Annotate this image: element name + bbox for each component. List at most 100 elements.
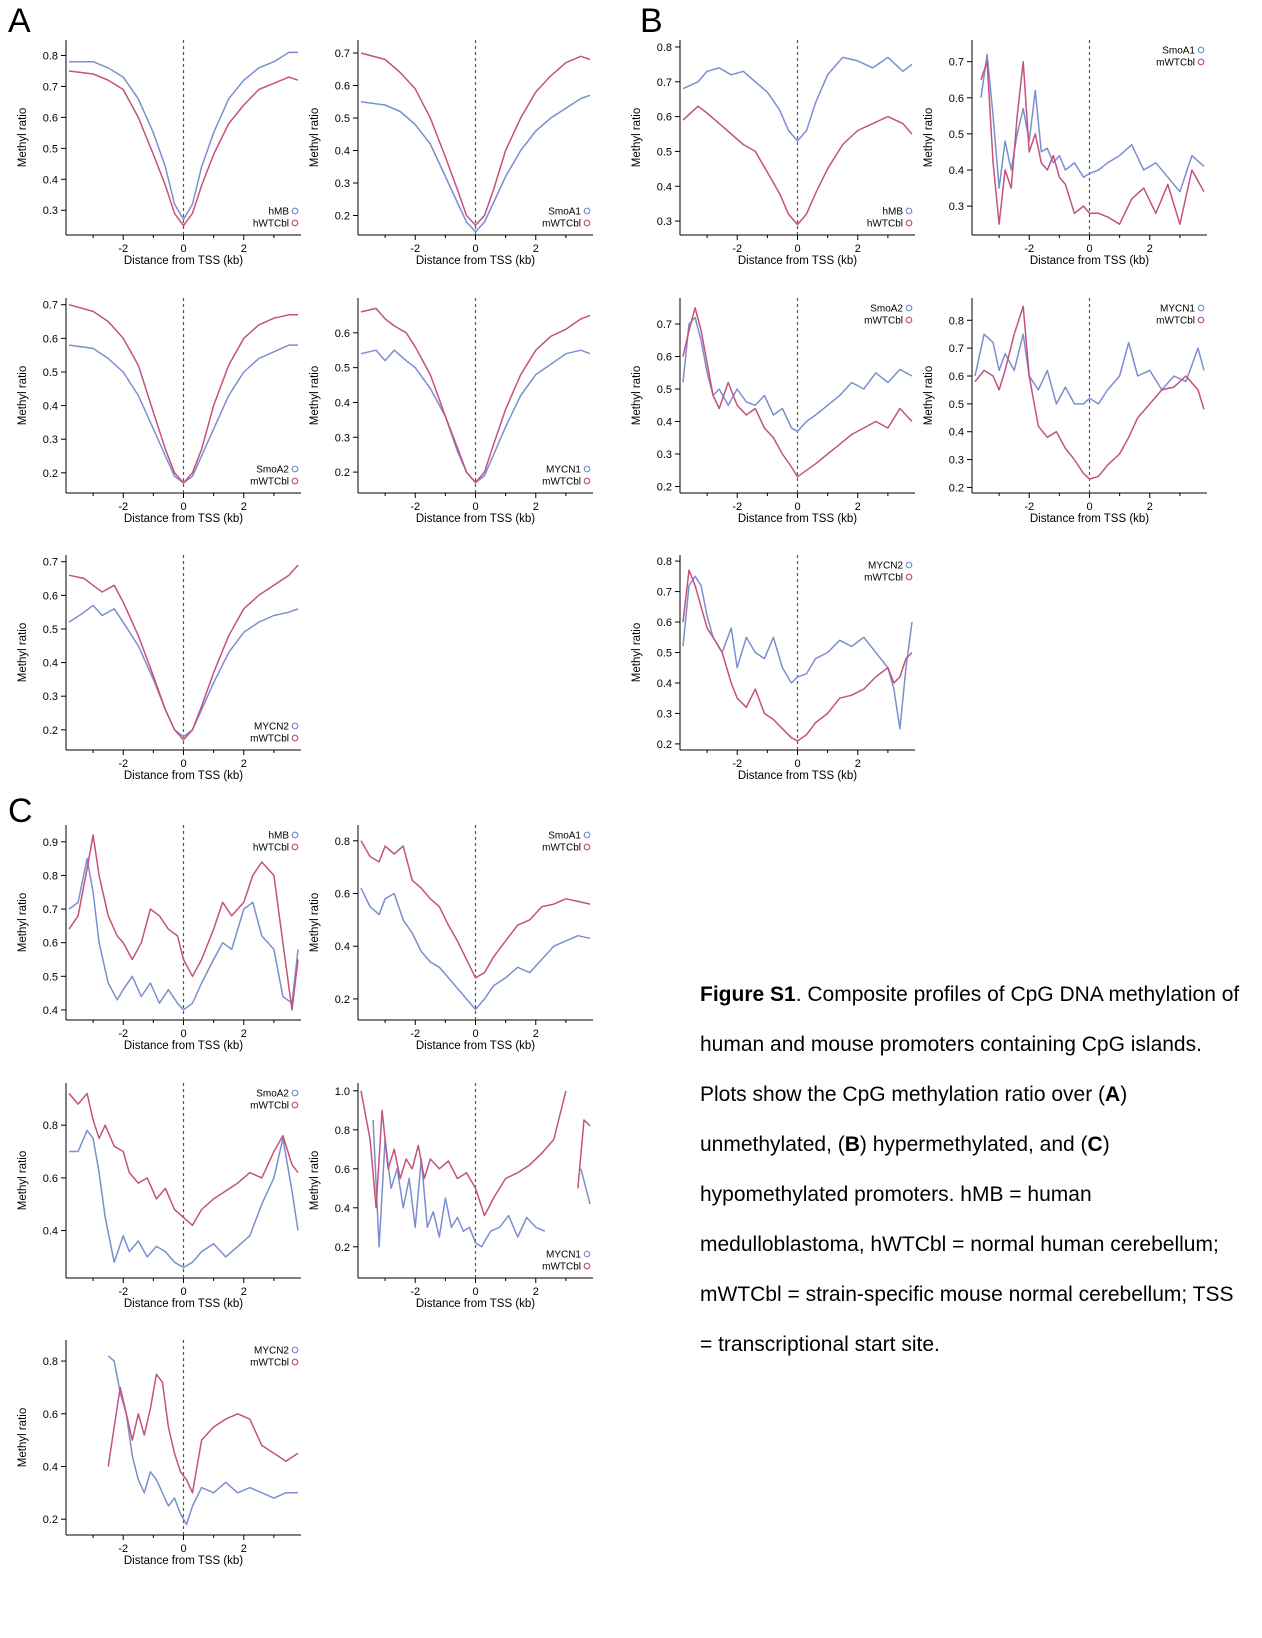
x-tick-label: -2 [732,501,742,513]
x-tick-label: 2 [533,501,539,513]
legend-marker [291,207,299,215]
series-line-mwtcbl [980,60,1205,225]
x-tick-label: -2 [410,501,420,513]
x-axis-label: Distance from TSS (kb) [416,513,535,525]
legend-label: mWTCbl [1156,58,1195,69]
legend-label: mWTCbl [1156,316,1195,327]
legend-marker [905,304,913,312]
x-tick-label: -2 [118,1028,128,1040]
x-tick-label: 2 [855,243,861,255]
y-tick-label: 0.2 [43,468,58,480]
y-tick-label: 0.7 [949,57,964,69]
y-tick-label: 0.6 [657,112,672,124]
y-axis-label: Methyl ratio [923,108,935,167]
legend-marker [1197,58,1205,66]
y-tick-label: 0.2 [949,482,964,494]
series-line-mwtcbl [68,1092,299,1227]
series-line-mwtcbl [360,840,591,979]
x-tick-label: 2 [241,501,247,513]
legend-label: MYCN1 [1160,304,1195,315]
x-tick-label: -2 [118,501,128,513]
caption-figure-label: Figure S1 [700,983,796,1006]
y-tick-label: 0.6 [335,81,350,93]
y-tick-label: 0.7 [43,904,58,916]
series-line-smoa2 [69,1129,299,1269]
x-tick-label: 0 [472,243,478,255]
x-axis-label: Distance from TSS (kb) [124,1040,243,1052]
legend-label: SmoA2 [256,465,289,476]
y-tick-label: 0.3 [657,216,672,228]
legend-marker [583,831,591,839]
x-tick-label: -2 [410,1286,420,1298]
x-tick-label: 2 [1147,243,1153,255]
y-tick-label: 0.7 [43,557,58,569]
y-tick-label: 0.6 [335,889,350,901]
legend-label: mWTCbl [542,219,581,230]
legend-marker [583,843,591,851]
y-tick-label: 0.5 [43,143,58,155]
x-tick-label: 0 [180,1543,186,1555]
caption-bold-a: A [1105,1083,1121,1106]
series-line-hwtcbl [68,70,299,227]
x-tick-label: -2 [1024,243,1034,255]
x-tick-label: -2 [118,1286,128,1298]
y-tick-label: 0.2 [335,1242,350,1254]
y-axis-label: Methyl ratio [631,623,643,682]
x-tick-label: 2 [241,1543,247,1555]
y-tick-label: 0.8 [335,1125,350,1137]
legend-marker [291,1089,299,1097]
series-line-hwtcbl [68,834,299,1011]
x-tick-label: 0 [180,1286,186,1298]
legend-label: mWTCbl [542,1262,581,1273]
y-tick-label: 0.4 [657,417,672,429]
y-tick-label: 0.5 [335,363,350,375]
series-line-mycn1 [372,1119,591,1248]
series-line-smoa1 [980,53,1205,193]
x-tick-label: 0 [794,243,800,255]
legend-label: mWTCbl [250,477,289,488]
series-line-mwtcbl [360,1090,591,1217]
y-tick-label: 0.2 [335,994,350,1006]
x-tick-label: 2 [533,243,539,255]
legend-label: mWTCbl [250,1358,289,1369]
figure-caption: Figure S1. Composite profiles of CpG DNA… [700,970,1240,1370]
legend-marker [291,1101,299,1109]
y-tick-label: 0.2 [335,211,350,223]
legend-marker [905,316,913,324]
legend-label: hMB [268,207,289,218]
caption-text-3: ) hypermethylated, and ( [859,1133,1088,1156]
legend-label: SmoA1 [1162,46,1195,57]
legend-marker [291,831,299,839]
x-tick-label: 2 [855,758,861,770]
legend-marker [583,1250,591,1258]
panel-label-a: A [8,2,31,40]
series-line-hmb [682,56,913,142]
x-tick-label: 0 [794,758,800,770]
legend-label: mWTCbl [542,477,581,488]
x-tick-label: 2 [1147,501,1153,513]
legend-marker [291,722,299,730]
x-tick-label: 0 [794,501,800,513]
legend-marker [1197,46,1205,54]
y-tick-label: 0.5 [949,399,964,411]
legend-label: hWTCbl [867,219,903,230]
y-axis-label: Methyl ratio [17,1408,29,1467]
y-tick-label: 0.5 [657,648,672,660]
x-tick-label: 2 [241,1028,247,1040]
y-tick-label: 0.6 [335,1164,350,1176]
legend-marker [905,207,913,215]
series-line-mwtcbl [360,307,591,484]
y-axis-label: Methyl ratio [309,108,321,167]
x-tick-label: -2 [410,243,420,255]
legend-label: hWTCbl [253,219,289,230]
y-tick-label: 0.6 [43,938,58,950]
legend-label: mWTCbl [250,1101,289,1112]
y-tick-label: 0.7 [335,48,350,60]
